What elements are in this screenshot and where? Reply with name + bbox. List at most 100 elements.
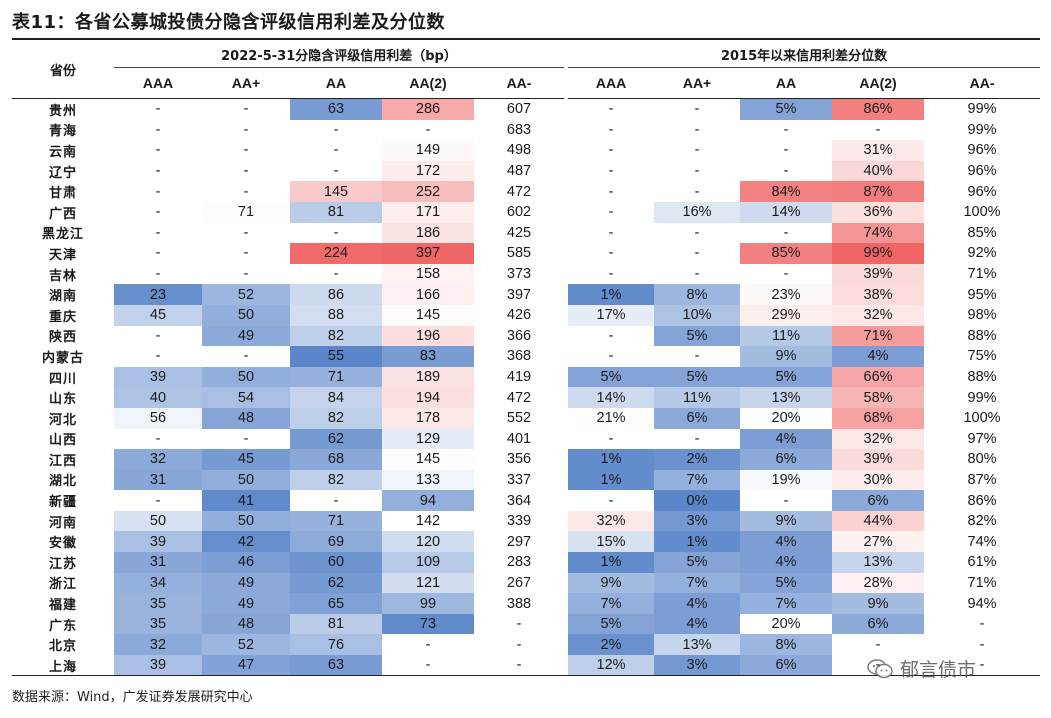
table-row: 湖北 31 50 82 133 337 1% 7% 19% 30% 87% <box>12 469 1040 491</box>
spread-cell: 607 <box>506 101 532 118</box>
percentile-cell: 0% <box>654 490 741 511</box>
percentile-cell: 20% <box>740 407 833 429</box>
percentile-cell: 5% <box>654 552 741 573</box>
percentile-cell: 86% <box>967 492 997 509</box>
percentile-cell: 11% <box>654 387 741 408</box>
spread-cell: - <box>243 163 249 180</box>
spread-cell: 224 <box>290 243 382 264</box>
spread-cell: 166 <box>382 284 474 305</box>
spread-cell: - <box>155 183 161 200</box>
percentile-cell: 21% <box>568 407 655 429</box>
percentile-cell: 75% <box>967 348 997 365</box>
percentile-cell: 9% <box>568 572 655 594</box>
spread-cell: 60 <box>290 552 382 573</box>
percentile-cell: - <box>694 101 700 118</box>
percentile-cell: 16% <box>654 201 741 223</box>
spread-cell: 65 <box>290 593 382 614</box>
percentile-cell: 71% <box>967 574 997 591</box>
percentile-cell: 96% <box>967 142 997 159</box>
spread-cell: 297 <box>506 533 532 550</box>
spread-cell: 149 <box>382 140 474 161</box>
spread-cell: 35 <box>114 613 202 635</box>
percentile-cell: 32% <box>568 510 655 532</box>
province-cell: 湖北 <box>48 474 77 490</box>
spread-cell: - <box>155 142 161 159</box>
spread-cell: 373 <box>506 266 532 283</box>
spread-cell: 62 <box>290 428 382 450</box>
spread-cell: - <box>333 142 339 159</box>
percentile-cell: - <box>608 121 614 138</box>
percentile-cell: 87% <box>967 471 997 488</box>
spread-cell: 63 <box>290 655 382 676</box>
percentile-cell: - <box>694 348 700 365</box>
spread-cell: - <box>155 430 161 447</box>
spread-cell: 40 <box>114 387 202 408</box>
province-header: 省份 <box>12 41 114 99</box>
spread-cell: 472 <box>506 183 532 200</box>
spread-cell: - <box>243 142 249 159</box>
spread-cell: 171 <box>382 201 474 223</box>
percentile-cell: 3% <box>654 655 741 676</box>
table-row: 吉林 - - - 158 373 - - - 39% 71% <box>12 263 1040 285</box>
table-row: 福建 35 49 65 99 388 7% 4% 7% 9% 94% <box>12 593 1040 614</box>
spread-cell: 49 <box>202 572 290 594</box>
percentile-cell: 86% <box>832 98 925 120</box>
spread-cell: 145 <box>290 181 382 202</box>
percentile-cell: 84% <box>740 181 833 202</box>
percentile-cell: 14% <box>740 201 833 223</box>
percentile-cell: 7% <box>654 469 741 491</box>
spread-cell: 39 <box>114 655 202 676</box>
spread-cell: 94 <box>382 490 474 511</box>
percentile-cell: 85% <box>740 243 833 264</box>
spread-cell: 425 <box>506 224 532 241</box>
spread-cell: - <box>333 224 339 241</box>
table-row: 山东 40 54 84 194 472 14% 11% 13% 58% 99% <box>12 387 1040 408</box>
spread-cell: 397 <box>506 286 532 303</box>
spread-cell: 63 <box>290 98 382 120</box>
percentile-cell: 30% <box>832 469 925 491</box>
province-cell: 广西 <box>48 206 77 222</box>
spread-cell: 252 <box>382 181 474 202</box>
spread-cell: 366 <box>506 327 532 344</box>
spread-cell: - <box>243 101 249 118</box>
spread-cell: 186 <box>382 222 474 244</box>
spread-cell: 585 <box>506 245 532 262</box>
watermark-text: 郁言债市 <box>900 659 977 681</box>
percentile-cell: 31% <box>832 140 925 161</box>
percentile-cell: 88% <box>967 327 997 344</box>
spread-table: 省份 2022-5-31分隐含评级信用利差（bp） 2015年以来信用利差分位数… <box>12 41 1041 676</box>
spread-cell: 31 <box>114 552 202 573</box>
percentile-cell: 99% <box>967 121 997 138</box>
rating-header-aa: AA <box>290 67 382 99</box>
rating-header-aa+: AA+ <box>202 67 290 99</box>
province-cell: 黑龙江 <box>41 227 84 243</box>
rating-header-aa+: AA+ <box>654 67 741 99</box>
percentile-cell: 19% <box>740 469 833 491</box>
spread-cell: 194 <box>382 387 474 408</box>
spread-cell: 83 <box>382 346 474 367</box>
rating-header-aa2: AA(2) <box>832 67 925 99</box>
spread-cell: 189 <box>382 366 474 388</box>
spread-cell: - <box>516 657 522 674</box>
spread-cell: 178 <box>382 407 474 429</box>
table-row: 江西 32 45 68 145 356 1% 2% 6% 39% 80% <box>12 449 1040 470</box>
percentile-cell: 39% <box>832 449 925 470</box>
spread-cell: 81 <box>290 201 382 223</box>
spread-cell: - <box>243 266 249 283</box>
spread-cell: - <box>243 348 249 365</box>
percentile-cell: 98% <box>967 307 997 324</box>
spread-cell: 49 <box>202 325 290 347</box>
percentile-cell: 100% <box>963 204 1001 221</box>
spread-cell: 23 <box>114 284 202 305</box>
spread-cell: - <box>425 636 431 653</box>
spread-cell: 158 <box>382 263 474 285</box>
percentile-cell: 32% <box>832 304 925 326</box>
spread-cell: 339 <box>506 513 532 530</box>
percentile-cell: - <box>608 492 614 509</box>
percentile-cell: 74% <box>832 222 925 244</box>
province-cell: 甘肃 <box>48 186 77 202</box>
percentile-cell: 13% <box>654 634 741 656</box>
percentile-cell: - <box>875 636 881 653</box>
percentile-cell: 96% <box>967 183 997 200</box>
table-row: 辽宁 - - - 172 487 - - - 40% 96% <box>12 160 1040 182</box>
